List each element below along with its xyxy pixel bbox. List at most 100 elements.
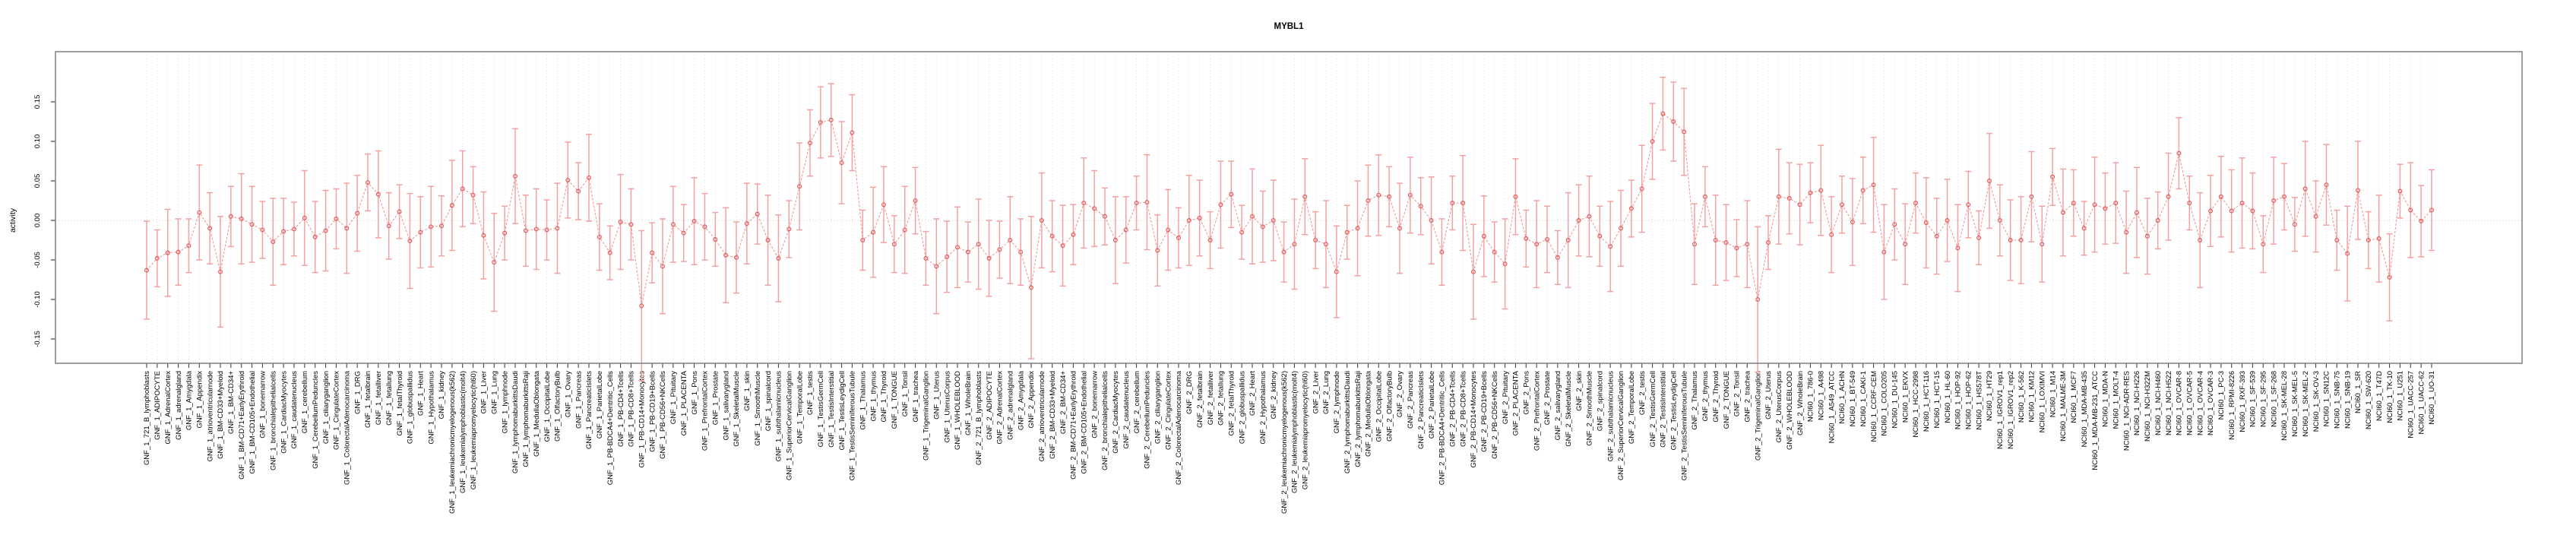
x-tick-label: GNF_1_Uterus: [932, 371, 941, 420]
x-tick-label: GNF_2_AdrenalCortex: [996, 371, 1005, 445]
x-tick-label: NCI60_1_SNB-19: [2343, 371, 2352, 429]
data-point: [2302, 186, 2308, 192]
data-point: [1597, 233, 1603, 239]
y-tick-label: 0.10: [33, 135, 42, 149]
x-tick-label: NCI60_1_NCI-ADR-RES: [2122, 371, 2131, 451]
data-point: [1481, 233, 1486, 239]
data-point: [1166, 227, 1171, 233]
data-point: [1881, 249, 1887, 255]
x-tick-label: NCI60_1_NCI-H226: [2133, 371, 2141, 435]
x-tick-label: GNF_2_fetalliver: [1207, 371, 1215, 425]
x-tick-label: GNF_1_cerebellum: [301, 371, 309, 433]
x-tick-label: GNF_2_cerebellum: [1133, 371, 1141, 433]
x-tick-label: NCI60_1_EKVX: [1901, 370, 1910, 423]
x-tick-label: GNF_2_SmoothMuscle: [1586, 371, 1594, 446]
data-point: [1039, 218, 1044, 223]
data-point: [1376, 192, 1381, 198]
x-tick-label: GNF_1_BM-CD33+Myeloid: [217, 371, 225, 459]
data-point: [650, 250, 655, 255]
data-point: [1871, 182, 1876, 188]
x-tick-label: GNF_1_AdrenalCortex: [164, 371, 172, 445]
x-tick-label: NCI60_1_SK-MEL-28: [2280, 371, 2289, 441]
x-tick-label: GNF_2_BM-CD105+Endothelial: [1080, 371, 1088, 473]
x-tick-label: GNF_2_lymphomaburkittsRaji: [1354, 371, 1362, 467]
data-point: [565, 177, 571, 182]
data-point: [744, 221, 749, 226]
x-tick-label: NCI60_1_MDA-MB-435: [2081, 371, 2089, 447]
data-point: [1229, 192, 1234, 197]
data-point: [1450, 201, 1455, 206]
data-point: [407, 239, 413, 244]
data-point: [1239, 230, 1245, 235]
x-tick-label: GNF_1_TestisLeydigCell: [838, 371, 847, 451]
x-tick-label: GNF_1_WHOLEBLOOD: [954, 371, 962, 450]
x-tick-label: GNF_2_SkeletalMuscle: [1565, 371, 1573, 447]
x-tick-label: GNF_2_leukemiachronicmyelogenous(k562): [1280, 371, 1289, 514]
x-tick-label: GNF_1_Thalamus: [859, 371, 867, 430]
data-point: [460, 186, 465, 192]
data-point: [1008, 238, 1013, 243]
x-tick-label: GNF_2_Prostate: [1543, 371, 1552, 425]
x-tick-label: GNF_1_bonemarrow: [259, 371, 267, 439]
x-tick-label: NCI60_1_UACC-257: [2407, 371, 2415, 439]
x-tick-label: GNF_2_PB-BDCA4+Dentritic_Cells: [1438, 371, 1447, 485]
data-point: [807, 141, 812, 146]
data-point: [2429, 207, 2435, 213]
data-point: [1513, 194, 1518, 199]
x-tick-label: GNF_1_TestisSeminiferousTubule: [849, 371, 857, 480]
x-tick-label: GNF_1_Pancreas: [574, 371, 583, 429]
data-point: [2166, 194, 2171, 199]
y-tick-label: -0.15: [33, 331, 42, 347]
x-tick-label: GNF_1_TONGUE: [891, 371, 899, 429]
data-point: [2261, 242, 2266, 247]
x-tick-label: NCI60_1_OVCAR-3: [2207, 371, 2215, 435]
x-tick-label: GNF_2_TemporalLobe: [1628, 371, 1636, 444]
x-tick-label: GNF_2_PrefrontalCortex: [1533, 371, 1541, 451]
x-tick-label: NCI60_1_SK-MEL-5: [2291, 371, 2299, 437]
x-tick-label: GNF_2_Pancreas: [1407, 371, 1415, 429]
data-point: [1271, 218, 1276, 223]
data-point: [2198, 238, 2203, 243]
x-tick-label: NCI60_1_SW-620: [2365, 371, 2373, 429]
x-tick-label: GNF_2_ParietalLobe: [1428, 371, 1436, 439]
data-point: [1723, 240, 1729, 245]
x-tick-label: NCI60_1_K-562: [2017, 371, 2026, 423]
x-tick-label: GNF_1_ADIPOCYTE: [153, 371, 162, 440]
data-point: [1923, 220, 1929, 226]
x-tick-label: GNF_1_bronchialepithelialcells: [269, 371, 277, 470]
x-tick-label: NCI60_1_HT29: [1986, 371, 1994, 421]
x-tick-label: GNF_1_CerebellumPeduncles: [312, 371, 320, 469]
x-tick-label: GNF_2_Ovary: [1396, 371, 1404, 417]
x-tick-label: GNF_2_leukemialymphoblastic(molt4): [1291, 371, 1299, 493]
x-tick-label: GNF_1_WholeBrain: [964, 371, 973, 435]
x-tick-label: GNF_1_ColorectalAdenocarcinoma: [343, 370, 351, 485]
data-point: [2376, 236, 2381, 241]
x-tick-label: GNF_1_Amygdala: [185, 370, 194, 430]
x-tick-label: GNF_2_Heart: [1248, 371, 1257, 416]
data-point: [2208, 208, 2214, 214]
data-point: [1102, 214, 1107, 219]
x-tick-label: GNF_1_leukemiapromyelocytic(hl60): [470, 371, 478, 489]
x-tick-label: NCI60_1_SF-295: [2259, 371, 2267, 427]
x-tick-label: GNF_1_PB-BDCA4+Dentritic_Cells: [606, 371, 615, 485]
x-tick-label: GNF_1_fetalbrain: [364, 371, 372, 428]
x-tick-label: GNF_1_OccipitalLobe: [543, 371, 552, 442]
x-tick-label: GNF_1_SkeletalMuscle: [733, 371, 741, 447]
data-point: [154, 255, 160, 261]
data-point: [1071, 232, 1076, 237]
x-tick-label: GNF_2_Pons: [1522, 371, 1530, 415]
x-tick-label: GNF_2_OlfactoryBulb: [1385, 371, 1394, 442]
data-point: [660, 264, 665, 269]
x-tick-label: GNF_2_Tonsil: [1733, 371, 1742, 416]
data-point: [492, 260, 497, 265]
x-tick-label: NCI60_1_HCT-15: [1933, 371, 1941, 429]
x-tick-label: NCI60_1_NCI-H460: [2154, 371, 2163, 435]
x-tick-label: GNF_2_Uterus: [1764, 371, 1773, 420]
x-tick-label: GNF_2_lymphomaburkittsDaudi: [1343, 371, 1352, 473]
x-tick-label: GNF_1_PrefrontalCortex: [701, 371, 710, 451]
x-tick-label: NCI60_1_M14: [2049, 371, 2057, 417]
x-tick-label: GNF_2_PB-CD19+Bcells: [1480, 371, 1489, 452]
data-point: [2250, 208, 2255, 214]
data-point: [1397, 226, 1402, 231]
data-point: [344, 226, 350, 231]
